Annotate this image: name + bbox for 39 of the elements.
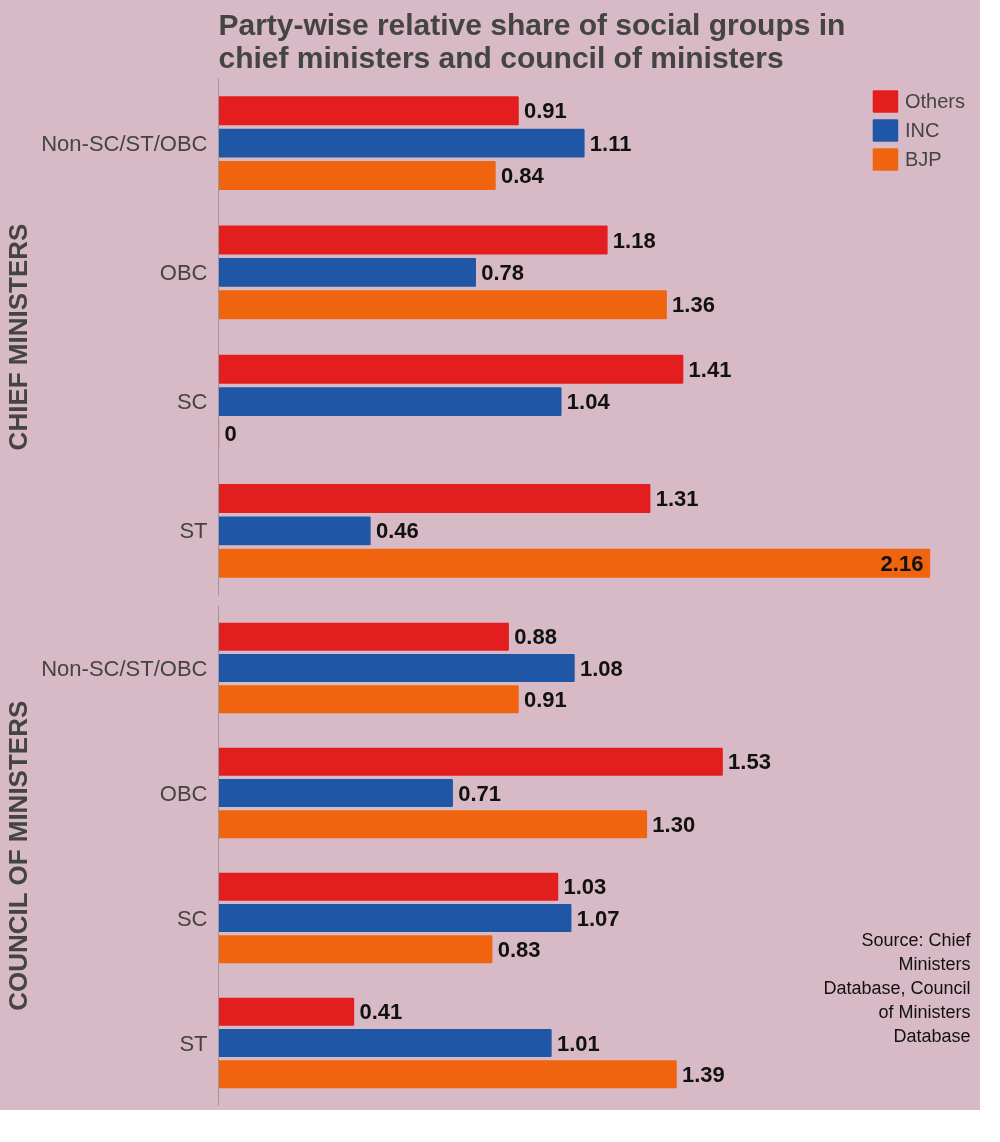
- annotation: Source: Chief Ministers Database, Council of Ministers Database: [823, 929, 972, 1046]
- y-tick-label: Non-SC/ST/OBC: [41, 655, 208, 681]
- data-label: 1.36: [672, 292, 715, 318]
- data-label: 1.11: [589, 130, 632, 156]
- legend-label: Others: [904, 89, 965, 113]
- y-tick-label: ST: [179, 1030, 208, 1056]
- y-axis-title: CHIEF MINISTERS: [3, 223, 34, 451]
- data-label: 0.88: [514, 624, 557, 650]
- data-label: 1.30: [652, 811, 696, 837]
- data-label: 0.41: [359, 999, 403, 1025]
- data-label: 1.01: [556, 1030, 600, 1056]
- data-label: 1.31: [655, 486, 699, 512]
- data-label: 0.71: [458, 780, 502, 806]
- data-label: 1.03: [563, 874, 607, 900]
- data-label: 1.18: [612, 227, 656, 253]
- data-label: 1.07: [576, 905, 620, 931]
- y-tick-label: OBC: [159, 259, 208, 285]
- data-label: 1.41: [688, 356, 732, 382]
- data-label: 1.08: [579, 655, 623, 681]
- data-label: 0.46: [375, 518, 419, 544]
- y-tick-label: Non-SC/ST/OBC: [41, 130, 208, 156]
- y-axis-title: COUNCIL OF MINISTERS: [3, 700, 34, 1011]
- data-label: 1.04: [566, 389, 611, 415]
- data-label: 0.78: [481, 259, 525, 285]
- y-tick-label: SC: [176, 389, 208, 415]
- data-label: 0.84: [500, 162, 545, 188]
- chart-title: Party-wise relative share of social groups in chief ministers and council of ministers: [218, 7, 846, 74]
- y-tick-label: SC: [176, 905, 208, 931]
- data-label: 1.53: [728, 749, 771, 775]
- data-label: 1.39: [681, 1061, 725, 1087]
- legend-label: INC: [904, 118, 940, 142]
- data-label: 0: [224, 421, 237, 447]
- y-tick-label: OBC: [159, 780, 208, 806]
- legend-label: BJP: [904, 147, 942, 171]
- data-label: 0.83: [497, 936, 541, 962]
- data-label: 2.16: [880, 550, 924, 576]
- data-label: 0.91: [524, 98, 567, 124]
- data-label: 0.91: [524, 686, 567, 712]
- y-tick-label: ST: [179, 518, 208, 544]
